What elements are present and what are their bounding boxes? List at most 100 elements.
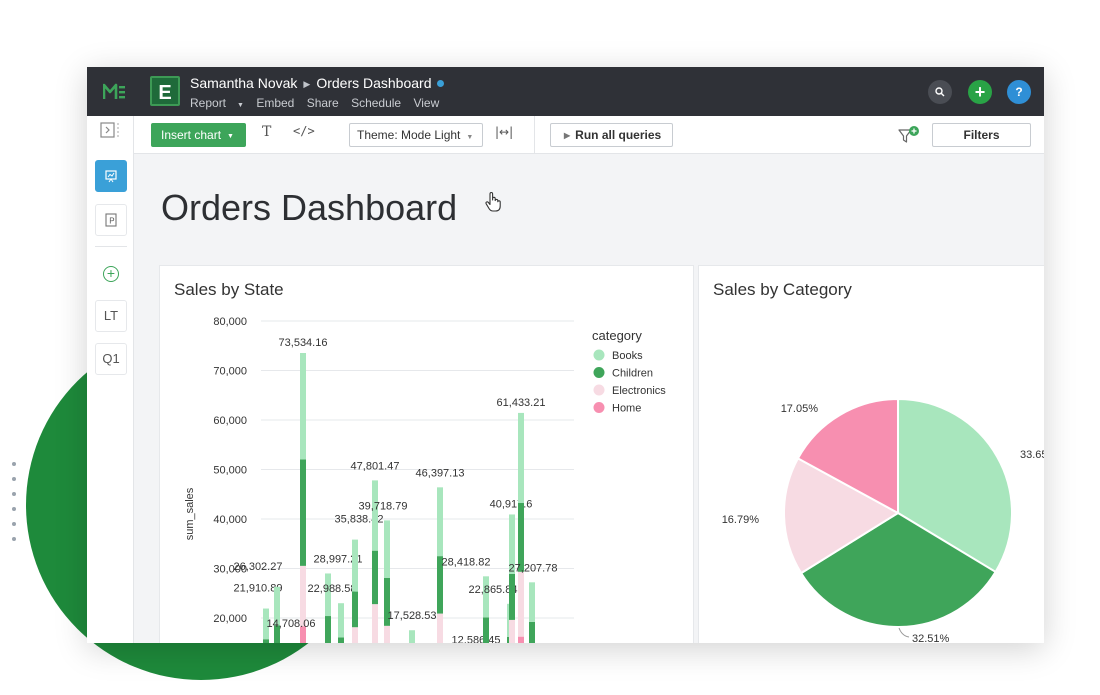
menu-view[interactable]: View: [413, 96, 440, 110]
legend-swatch-electronics: [593, 384, 605, 396]
y-tick-label: 50,000: [213, 465, 247, 477]
bar-value-label: 73,534.16: [279, 337, 328, 349]
bar-segment-books: [437, 487, 443, 557]
y-tick-label: 30,000: [213, 564, 247, 576]
sidebar-item-pages[interactable]: P: [95, 204, 127, 236]
bar-value-label: 21,910.89: [234, 583, 283, 595]
bar-segment-children: [325, 616, 331, 643]
bar-segment-electronics: [509, 619, 515, 643]
theme-select[interactable]: Theme: Mode Light ▼: [349, 123, 483, 147]
bar-segment-electronics: [372, 604, 378, 643]
legend-swatch-books: [593, 349, 605, 361]
add-filter-icon[interactable]: [898, 126, 922, 144]
bar-segment-children: [509, 573, 515, 620]
sidebar-item-query-lt[interactable]: LT: [95, 300, 127, 332]
chevron-down-icon: ▼: [227, 133, 234, 140]
bar-segment-books: [338, 603, 344, 638]
full-width-icon[interactable]: |↔|: [495, 125, 514, 139]
sales-by-state-card[interactable]: Sales by State 20,000 30,000 40,000 50,000 6…: [159, 265, 694, 643]
legend-swatch-children: [593, 367, 605, 378]
menu-share[interactable]: Share: [306, 96, 339, 110]
bar-segment-children: [437, 556, 443, 614]
bar-value-label: 39,718.79: [359, 500, 408, 512]
insert-chart-button[interactable]: Insert chart ▼: [151, 123, 246, 147]
sales-by-category-card[interactable]: Sales by Category 33.65% 32.51% 16.79% 17.0…: [698, 265, 1044, 643]
breadcrumb-separator-icon: ▶: [303, 79, 311, 89]
bar-segment-electronics: [300, 565, 306, 627]
bar-segment-electronics: [437, 613, 443, 643]
legend-swatch-home: [593, 402, 605, 413]
bar-segment-books: [483, 576, 489, 618]
bar-segment-children: [352, 591, 358, 628]
pie-slice-books: [897, 397, 1013, 574]
bar-value-label: 28,418.82: [442, 556, 491, 568]
sales-by-state-chart: 20,000 30,000 40,000 50,000 60,000 70,000 80,0…: [184, 316, 666, 643]
top-bar: E Samantha Novak ▶ Orders Dashboard Report…: [87, 67, 1044, 116]
y-tick-label: 70,000: [213, 366, 247, 378]
hand-cursor-icon: [485, 191, 501, 212]
legend-label-books: Books: [612, 350, 643, 362]
code-icon[interactable]: </>: [293, 124, 315, 138]
breadcrumb-user[interactable]: Samantha Novak: [190, 75, 298, 91]
pie-label-home: 17.05%: [781, 403, 819, 415]
bar-segment-books: [274, 586, 280, 626]
add-query-icon[interactable]: +: [103, 266, 119, 282]
menu-embed[interactable]: Embed: [256, 96, 295, 110]
bar-value-label: 26,302.27: [234, 561, 283, 573]
chart-title: Sales by State: [174, 280, 284, 299]
y-tick-label: 20,000: [213, 613, 247, 625]
y-tick-label: 40,000: [213, 514, 247, 526]
page-icon: P: [105, 213, 117, 227]
workspace-avatar[interactable]: E: [150, 76, 180, 106]
menu-schedule[interactable]: Schedule: [351, 96, 402, 110]
expand-panel-button[interactable]: [95, 122, 127, 148]
bar-value-label: 40,917.6: [490, 498, 533, 510]
bar-segment-children: [529, 621, 535, 643]
bar-value-label: 35,838.42: [335, 514, 384, 526]
bar-value-label: 22,988.58: [308, 583, 357, 595]
bar-segment-children: [338, 637, 344, 643]
legend-title: category: [592, 328, 642, 343]
bar-segment-books: [384, 520, 390, 578]
pie-label-children: 32.51%: [912, 633, 950, 643]
search-icon: [935, 87, 945, 97]
text-icon[interactable]: T: [262, 124, 272, 140]
breadcrumb: Samantha Novak ▶ Orders Dashboard: [190, 75, 444, 91]
pie-label-books: 33.65%: [1020, 449, 1044, 461]
sidebar-item-charts[interactable]: [95, 160, 127, 192]
mode-logo-icon[interactable]: [103, 83, 127, 101]
run-all-queries-button[interactable]: ▶ Run all queries: [550, 123, 673, 147]
new-button[interactable]: +: [968, 80, 992, 104]
bar-segment-books: [300, 353, 306, 460]
bar-value-label: 17,528.53: [388, 610, 437, 622]
pie-slice-children: [799, 511, 997, 628]
report-title[interactable]: Orders Dashboard: [161, 187, 458, 228]
pie-slice-home: [796, 397, 899, 515]
help-button[interactable]: ?: [1007, 80, 1031, 104]
bar-value-label: 12,586.45: [452, 635, 501, 643]
bar-segment-children: [263, 639, 269, 643]
breadcrumb-report[interactable]: Orders Dashboard: [316, 75, 432, 91]
sidebar-divider: [95, 246, 127, 247]
chevron-down-icon: ▼: [466, 134, 474, 141]
legend-label-electronics: Electronics: [612, 385, 666, 397]
pie-slice-electronics: [783, 457, 900, 575]
bar-segment-electronics: [352, 627, 358, 643]
bar-value-label: 14,708.06: [267, 618, 316, 630]
editor-toolbar: Insert chart ▼ T </> Theme: Mode Light ▼ |…: [134, 116, 1044, 154]
menu-report[interactable]: Report ▼: [190, 96, 244, 110]
expand-panel-icon: [100, 122, 119, 138]
filters-button[interactable]: Filters: [932, 123, 1031, 147]
bar-segment-books: [518, 412, 524, 503]
bar-value-label: 61,433.21: [497, 397, 546, 409]
bar-segment-electronics: [518, 571, 524, 637]
search-button[interactable]: [928, 80, 952, 104]
bar-value-label: 22,865.84: [469, 584, 518, 596]
bar-segment-home: [300, 626, 306, 643]
bar-segment-children: [384, 577, 390, 626]
bar-segment-children: [300, 459, 306, 566]
bar-segment-books: [352, 539, 358, 592]
app-window: E Samantha Novak ▶ Orders Dashboard Report…: [87, 67, 1044, 643]
bar-value-label: 28,997.21: [314, 553, 363, 565]
sidebar-item-query-q1[interactable]: Q1: [95, 343, 127, 375]
